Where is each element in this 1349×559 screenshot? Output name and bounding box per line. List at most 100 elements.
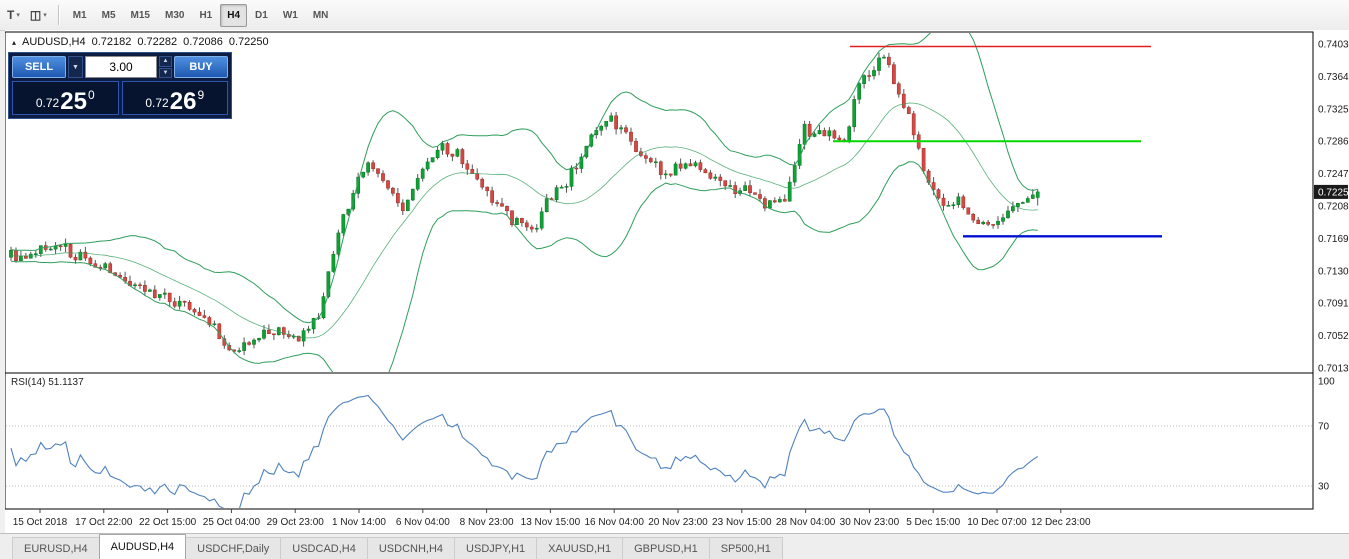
timeframe-button-m15[interactable]: M15: [130, 9, 150, 21]
chart-tab-sp500-h1[interactable]: SP500,H1: [708, 537, 783, 559]
candle: [38, 245, 43, 254]
timeframe-button-h4[interactable]: H4: [220, 3, 248, 27]
rsi-plot-area[interactable]: [5, 372, 1314, 510]
current-price-tag: [1314, 184, 1348, 199]
sell-price-pipette: 0: [87, 88, 95, 102]
candle: [777, 199, 782, 203]
chart-templates-button[interactable]: ◫ ▾: [25, 2, 52, 28]
chart-tools-button[interactable]: T ▾: [2, 2, 25, 28]
collapse-arrow-icon[interactable]: ▴: [12, 37, 17, 47]
candle: [475, 173, 480, 180]
candle: [118, 275, 122, 278]
candle: [396, 193, 400, 204]
candle: [906, 107, 911, 114]
chart-tab-eurusd-h4[interactable]: EURUSD,H4: [12, 537, 100, 559]
volume-up-icon[interactable]: ▲: [159, 56, 172, 67]
buy-price-display[interactable]: 0.72 26 9: [121, 81, 228, 115]
time-axis-label: 17 Oct 22:00: [75, 517, 133, 528]
candle: [951, 204, 956, 206]
candle: [882, 56, 886, 59]
candle: [758, 194, 762, 199]
sell-price-big-digits: 25: [60, 87, 87, 115]
rsi-indicator-label: RSI(14) 51.1137: [11, 377, 84, 388]
candle: [480, 178, 485, 188]
time-axis-label: 30 Nov 23:00: [840, 517, 900, 528]
buy-price-prefix: 0.72: [145, 96, 169, 110]
candle: [9, 250, 13, 258]
volume-input[interactable]: [85, 56, 157, 78]
volume-dropdown-caret-icon[interactable]: ▼: [68, 56, 83, 78]
chart-tab-usdcnh-h4[interactable]: USDCNH,H4: [366, 537, 456, 559]
chart-tab-usdcad-h4[interactable]: USDCAD,H4: [280, 537, 368, 559]
chart-tab-usdjpy-h1[interactable]: USDJPY,H1: [454, 537, 538, 559]
candle: [629, 131, 633, 142]
candle: [996, 220, 1000, 225]
time-axis-label: 29 Oct 23:00: [267, 517, 325, 528]
timeframe-button-h1[interactable]: H1: [199, 9, 213, 21]
candle: [872, 70, 876, 77]
candle: [197, 311, 202, 316]
candle: [465, 163, 470, 170]
sell-button[interactable]: SELL: [12, 56, 66, 78]
candle: [326, 271, 331, 297]
candle: [802, 123, 807, 145]
candle: [673, 163, 678, 176]
candle: [455, 149, 460, 157]
candle: [822, 130, 827, 137]
candle: [544, 198, 549, 213]
candle: [267, 329, 271, 335]
candle: [574, 167, 579, 170]
bollinger-lower-band: [10, 161, 1038, 372]
candle: [237, 350, 242, 352]
candle: [24, 255, 28, 259]
candle: [152, 289, 157, 298]
candle: [733, 185, 738, 194]
timeframe-button-m30[interactable]: M30: [164, 9, 185, 21]
timeframe-button-mn[interactable]: MN: [312, 9, 329, 21]
candle: [83, 251, 88, 259]
candle: [991, 224, 995, 226]
dropdown-caret-icon: ▾: [16, 12, 20, 19]
candle: [634, 140, 638, 152]
timeframe-button-m1[interactable]: M1: [72, 9, 87, 21]
volume-down-icon[interactable]: ▼: [159, 67, 172, 78]
candle: [187, 302, 192, 310]
chart-tab-audusd-h4[interactable]: AUDUSD,H4: [98, 534, 187, 559]
candle: [748, 185, 752, 193]
candle: [257, 338, 261, 341]
timeframe-button-m5[interactable]: M5: [101, 9, 116, 21]
timeframe-button-d1[interactable]: D1: [255, 9, 268, 21]
candle: [852, 99, 857, 128]
candle: [768, 200, 772, 209]
candle: [807, 123, 812, 137]
candle: [753, 192, 757, 195]
candle: [976, 219, 981, 225]
chart-tab-usdchf-daily[interactable]: USDCHF,Daily: [185, 537, 282, 559]
candle: [63, 243, 68, 247]
candle: [539, 211, 544, 229]
candle: [668, 173, 673, 176]
candle: [272, 333, 276, 336]
candle: [450, 153, 455, 157]
candle: [559, 186, 564, 189]
chart-tab-xauusd-h1[interactable]: XAUUSD,H1: [536, 537, 624, 559]
buy-button[interactable]: BUY: [174, 56, 228, 78]
candle: [787, 181, 792, 202]
timeframe-button-w1[interactable]: W1: [282, 9, 298, 21]
candle: [683, 163, 688, 169]
candle: [435, 149, 440, 158]
candle: [88, 257, 93, 264]
time-axis-label: 12 Dec 23:00: [1031, 517, 1091, 528]
candle: [495, 202, 499, 204]
rsi-layer: [10, 394, 1039, 508]
sell-price-display[interactable]: 0.72 25 0: [12, 81, 119, 115]
chart-tab-gbpusd-h1[interactable]: GBPUSD,H1: [622, 537, 710, 559]
candle: [331, 253, 336, 272]
candle: [1001, 217, 1005, 222]
chart-window[interactable]: 0.740300.736400.732500.728600.724700.720…: [5, 30, 1349, 533]
